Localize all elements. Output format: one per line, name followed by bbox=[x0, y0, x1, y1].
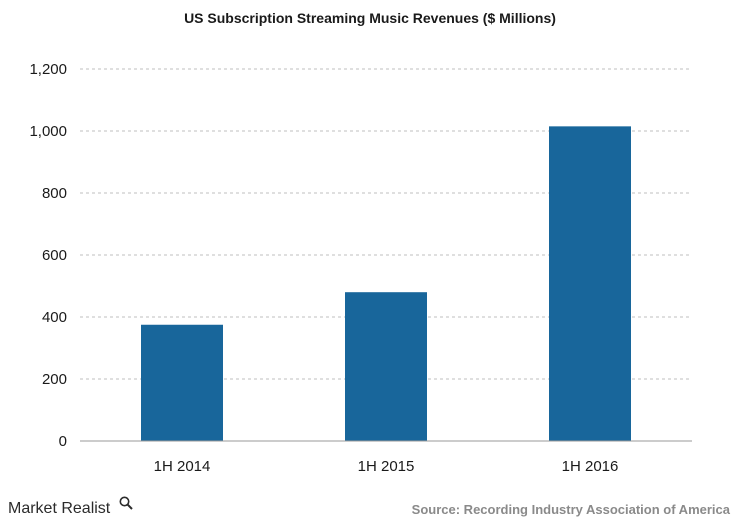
magnifier-icon bbox=[119, 496, 133, 510]
y-axis-ticks: 0 200 400 600 800 1,000 1,200 bbox=[29, 61, 67, 450]
y-tick-label: 200 bbox=[42, 371, 67, 388]
source-note: Source: Recording Industry Association o… bbox=[412, 502, 731, 517]
logo-text: Market Realist bbox=[8, 500, 111, 517]
x-tick-label: 1H 2016 bbox=[562, 458, 619, 475]
y-tick-label: 600 bbox=[42, 247, 67, 264]
x-tick-label: 1H 2015 bbox=[358, 458, 415, 475]
x-axis-ticks: 1H 2014 1H 2015 1H 2016 bbox=[154, 458, 619, 475]
bars bbox=[141, 126, 631, 441]
x-tick-label: 1H 2014 bbox=[154, 458, 211, 475]
chart-title: US Subscription Streaming Music Revenues… bbox=[184, 10, 556, 26]
market-realist-logo: Market Realist bbox=[8, 496, 133, 517]
y-tick-label: 400 bbox=[42, 309, 67, 326]
bar-1h-2015 bbox=[345, 292, 427, 441]
bar-1h-2014 bbox=[141, 324, 223, 441]
y-tick-label: 0 bbox=[59, 433, 67, 450]
y-tick-label: 1,000 bbox=[29, 123, 67, 140]
y-tick-label: 1,200 bbox=[29, 61, 67, 78]
y-tick-label: 800 bbox=[42, 185, 67, 202]
bar-1h-2016 bbox=[549, 126, 631, 441]
